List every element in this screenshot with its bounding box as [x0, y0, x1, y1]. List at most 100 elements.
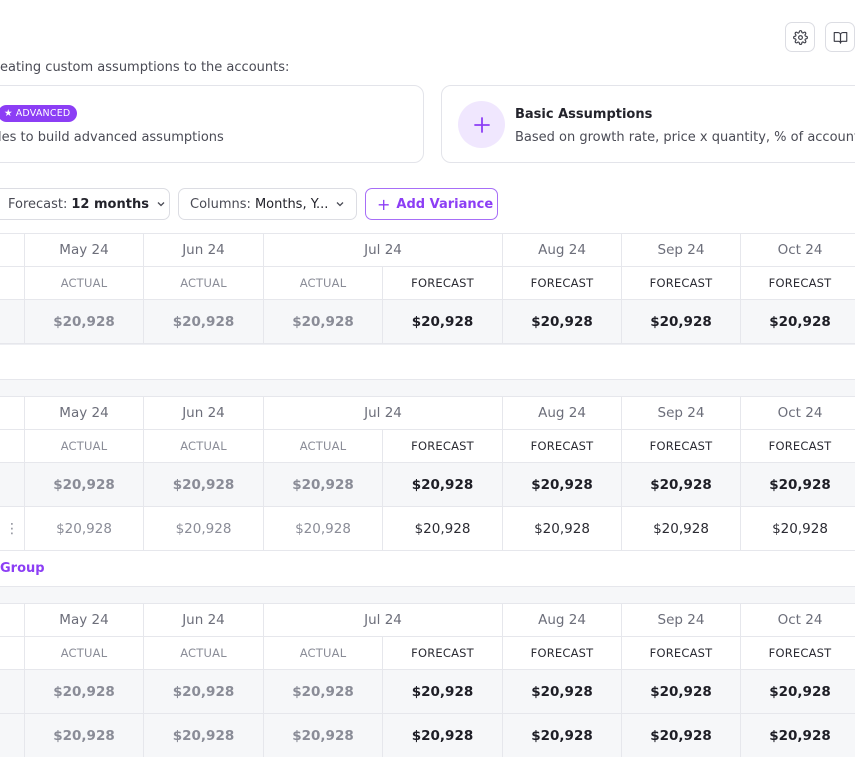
advanced-description: les to build advanced assumptions: [0, 130, 224, 145]
month-header: Aug 24: [502, 604, 621, 636]
column-type-row: ACTUAL ACTUAL ACTUAL FORECAST FORECAST FORECA…: [0, 430, 855, 463]
chevron-down-icon: [157, 202, 165, 207]
basic-assumptions-card[interactable]: Basic Assumptions Based on growth rate, …: [441, 85, 855, 163]
value-cell: $20,928: [382, 670, 502, 713]
month-header-row: May 24 Jun 24 Jul 24 Aug 24 Sep 24 Oct 24: [0, 234, 855, 267]
value-cell: $20,928: [740, 507, 855, 550]
advanced-badge-label: ADVANCED: [15, 108, 71, 119]
add-variance-button[interactable]: + Add Variance: [365, 188, 498, 220]
month-header: Jun 24: [143, 234, 263, 266]
value-cell: $20,928: [143, 300, 263, 343]
column-type-label: FORECAST: [621, 430, 740, 462]
table-row[interactable]: $20,928 $20,928 $20,928 $20,928 $20,928 $20,9…: [0, 714, 855, 757]
columns-dropdown[interactable]: Columns: Months, Y...: [178, 188, 357, 220]
value-cell: $20,928: [263, 507, 382, 550]
column-type-label: FORECAST: [740, 430, 855, 462]
plus-icon: [473, 116, 490, 133]
value-cell: $20,928: [621, 714, 740, 757]
month-header: Jul 24: [263, 604, 502, 636]
column-type-label: ACTUAL: [24, 637, 143, 669]
value-cell: $20,928: [502, 507, 621, 550]
value-cell: $20,928: [740, 714, 855, 757]
column-type-label: FORECAST: [621, 267, 740, 299]
month-header: Sep 24: [621, 234, 740, 266]
column-type-label: ACTUAL: [263, 430, 382, 462]
value-cell: $20,928: [740, 300, 855, 343]
month-header-row: May 24 Jun 24 Jul 24 Aug 24 Sep 24 Oct 24: [0, 397, 855, 430]
table-row[interactable]: $20,928 $20,928 $20,928 $20,928 $20,928 $20,9…: [0, 463, 855, 507]
column-type-label: FORECAST: [382, 637, 502, 669]
column-type-row: ACTUAL ACTUAL ACTUAL FORECAST FORECAST FORECA…: [0, 637, 855, 670]
month-header: Jun 24: [143, 397, 263, 429]
value-cell: $20,928: [24, 670, 143, 713]
value-cell: $20,928: [24, 507, 143, 550]
accounts-table-2: May 24 Jun 24 Jul 24 Aug 24 Sep 24 Oct 24 ACTU…: [0, 396, 855, 551]
accounts-table-1: May 24 Jun 24 Jul 24 Aug 24 Sep 24 Oct 24 ACTU…: [0, 233, 855, 344]
value-cell: $20,928: [382, 714, 502, 757]
month-header: May 24: [24, 397, 143, 429]
value-cell: $20,928: [382, 507, 502, 550]
basic-title: Basic Assumptions: [515, 107, 653, 122]
add-basic-assumption-button[interactable]: [458, 101, 505, 148]
forecast-dropdown[interactable]: Forecast: 12 months: [0, 188, 170, 220]
section-band: [0, 379, 855, 396]
column-type-label: ACTUAL: [143, 637, 263, 669]
month-header: May 24: [24, 234, 143, 266]
value-cell: $20,928: [263, 714, 382, 757]
add-variance-label: Add Variance: [396, 196, 494, 212]
month-header: Jul 24: [263, 234, 502, 266]
value-cell: $20,928: [621, 300, 740, 343]
value-cell: $20,928: [143, 714, 263, 757]
table-row[interactable]: $20,928 $20,928 $20,928 $20,928 $20,928 $20,9…: [0, 300, 855, 344]
value-cell: $20,928: [24, 463, 143, 506]
value-cell: $20,928: [143, 670, 263, 713]
basic-description: Based on growth rate, price x quantity, …: [515, 130, 855, 145]
accounts-table-3: May 24 Jun 24 Jul 24 Aug 24 Sep 24 Oct 24 ACTU…: [0, 603, 855, 757]
forecast-label: Forecast:: [8, 196, 68, 212]
plus-icon: +: [377, 194, 391, 214]
column-type-label: FORECAST: [740, 637, 855, 669]
value-cell: $20,928: [24, 714, 143, 757]
column-type-label: FORECAST: [740, 267, 855, 299]
value-cell: $20,928: [143, 463, 263, 506]
column-type-label: FORECAST: [502, 637, 621, 669]
month-header: Sep 24: [621, 604, 740, 636]
value-cell: $20,928: [740, 670, 855, 713]
docs-button[interactable]: [825, 22, 855, 52]
more-vertical-icon[interactable]: ⋮: [5, 521, 19, 537]
value-cell: $20,928: [382, 300, 502, 343]
column-type-row: ACTUAL ACTUAL ACTUAL FORECAST FORECAST FORECA…: [0, 267, 855, 300]
chevron-down-icon: [336, 202, 344, 207]
value-cell: $20,928: [382, 463, 502, 506]
table-row[interactable]: $20,928 $20,928 $20,928 $20,928 $20,928 $20,9…: [0, 507, 855, 551]
settings-button[interactable]: [785, 22, 815, 52]
advanced-badge: ★ ADVANCED: [0, 105, 78, 122]
forecast-value: 12 months: [71, 196, 149, 212]
value-cell: $20,928: [263, 463, 382, 506]
month-header: Jun 24: [143, 604, 263, 636]
gear-icon: [792, 29, 808, 45]
value-cell: $20,928: [24, 300, 143, 343]
value-cell: $20,928: [740, 463, 855, 506]
month-header-row: May 24 Jun 24 Jul 24 Aug 24 Sep 24 Oct 24: [0, 604, 855, 637]
value-cell: $20,928: [621, 463, 740, 506]
column-type-label: FORECAST: [382, 267, 502, 299]
month-header: Oct 24: [740, 604, 855, 636]
column-type-label: ACTUAL: [263, 637, 382, 669]
column-type-label: ACTUAL: [24, 267, 143, 299]
value-cell: $20,928: [621, 670, 740, 713]
table-row[interactable]: $20,928 $20,928 $20,928 $20,928 $20,928 $20,9…: [0, 670, 855, 714]
month-header: Sep 24: [621, 397, 740, 429]
column-type-label: FORECAST: [621, 637, 740, 669]
value-cell: $20,928: [502, 670, 621, 713]
value-cell: $20,928: [263, 300, 382, 343]
columns-label: Columns:: [190, 196, 251, 212]
column-type-label: ACTUAL: [24, 430, 143, 462]
table-spacer: [0, 344, 855, 379]
add-group-link[interactable]: Group: [0, 561, 45, 576]
section-band: [0, 586, 855, 603]
advanced-assumptions-card[interactable]: ★ ADVANCED les to build advanced assumpt…: [0, 85, 424, 163]
intro-text: eating custom assumptions to the account…: [0, 60, 290, 75]
value-cell: $20,928: [502, 714, 621, 757]
month-header: May 24: [24, 604, 143, 636]
